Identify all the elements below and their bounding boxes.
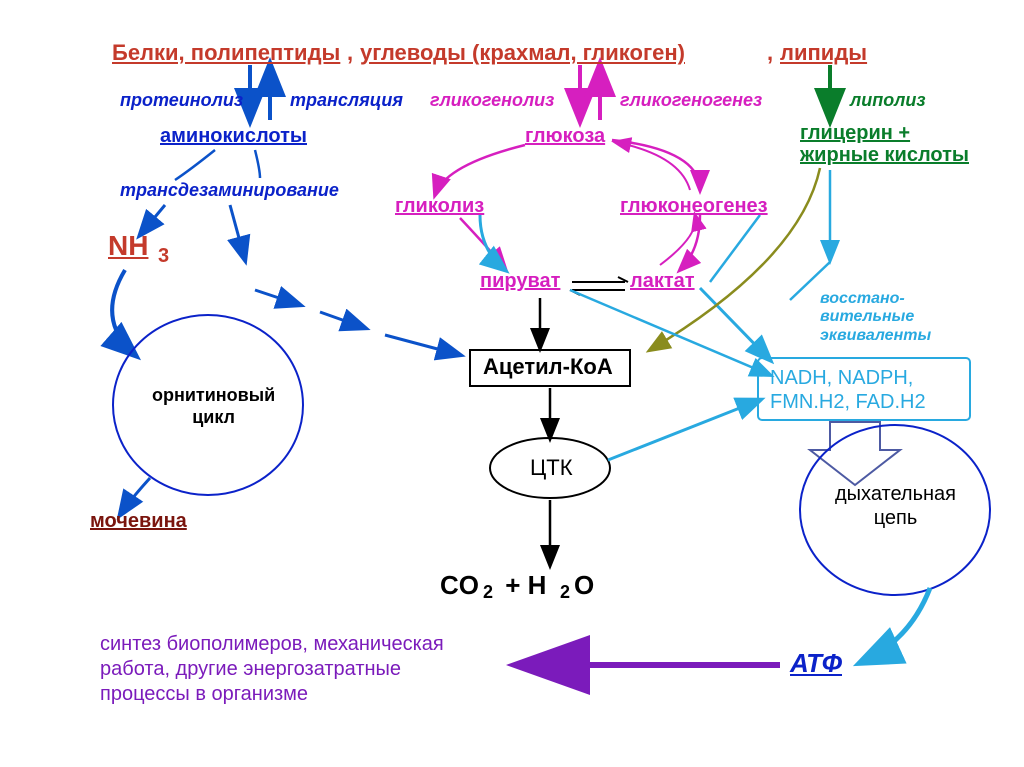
co2-co: CO [440, 570, 479, 601]
co2-2a: 2 [483, 582, 493, 603]
co2-o: O [574, 570, 594, 601]
glucose: глюкоза [525, 125, 605, 148]
nadh-box: NADH, NADPH, FMN.H2, FAD.H2 [770, 366, 926, 414]
nh3-sub: 3 [158, 245, 169, 268]
transdeamination: трансдезаминирование [120, 180, 339, 201]
lactate: лактат [630, 270, 695, 293]
glycerin: глицерин + жирные кислоты [800, 122, 969, 166]
comma2: , [767, 40, 773, 66]
glycolysis: гликолиз [395, 195, 484, 218]
translation: трансляция [290, 90, 403, 111]
urea: мочевина [90, 510, 187, 533]
co2-plus-h: + H [498, 570, 546, 601]
acetyl-coa: Ацетил-КоА [483, 354, 613, 380]
respiratory-chain: дыхательная цепь [835, 482, 956, 530]
title-carbs: углеводы (крахмал, гликоген) [360, 40, 685, 66]
co2-2b: 2 [560, 582, 570, 603]
atp: АТФ [790, 648, 842, 679]
comma1: , [347, 40, 353, 66]
biopolymer-synthesis: синтез биополимеров, механическая работа… [100, 632, 444, 707]
pyruvate: пируват [480, 270, 560, 293]
glycogenolysis: гликогенолиз [430, 90, 554, 111]
proteinolysis: протеинолиз [120, 90, 243, 111]
reducing-equivalents: восстано- вительные эквиваленты [820, 290, 931, 345]
nh3-main: NH [108, 230, 148, 262]
aminoacids: аминокислоты [160, 125, 307, 148]
ornithine-cycle: орнитиновый цикл [152, 385, 275, 428]
title-proteins: Белки, полипептиды [112, 40, 340, 66]
lipolysis: липолиз [850, 90, 926, 111]
gluconeogenesis: глюконеогенез [620, 195, 768, 218]
glycogenesis: гликогеногенез [620, 90, 762, 111]
tca-cycle: ЦТК [530, 455, 573, 481]
title-lipids: липиды [780, 40, 867, 66]
metabolism-diagram: { "canvas": { "w": 1024, "h": 767, "bg":… [0, 0, 1024, 767]
